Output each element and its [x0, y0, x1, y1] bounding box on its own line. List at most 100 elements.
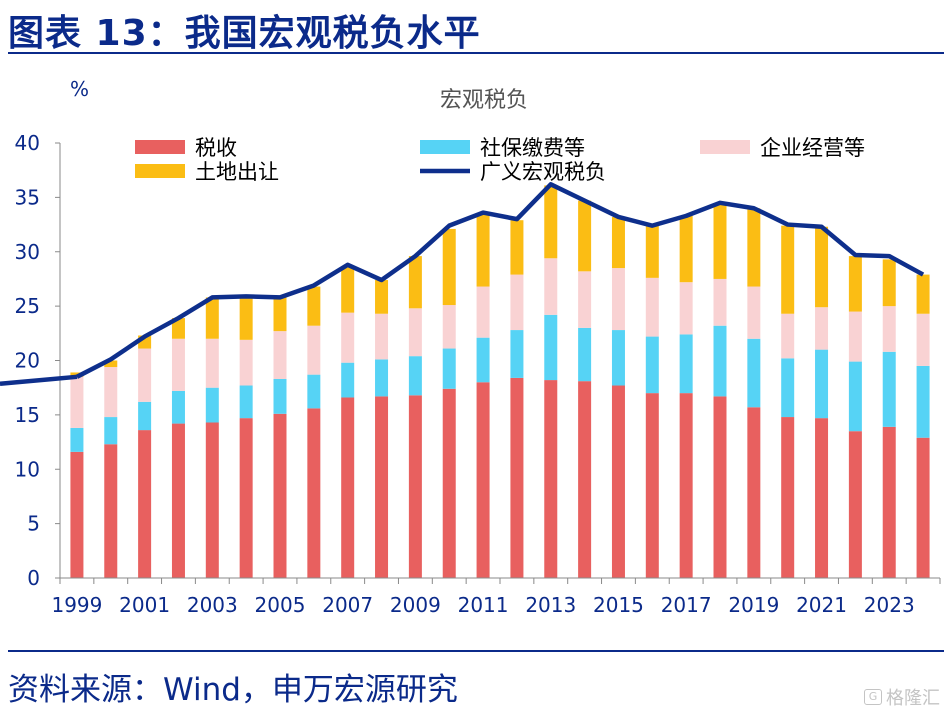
legend-label: 社保缴费等 [480, 136, 585, 160]
bar-tax-2008 [375, 396, 389, 578]
y-tick-label: 35 [15, 185, 40, 209]
bar-tax-2016 [645, 393, 659, 578]
bar-social-2016 [645, 336, 659, 394]
x-tick-label: 1999 [51, 593, 102, 617]
bar-enterprise-2024 [916, 313, 930, 366]
x-tick-label: 2013 [525, 593, 576, 617]
bar-enterprise-2020 [781, 313, 795, 359]
bar-tax-2015 [611, 385, 625, 578]
bar-social-2002 [171, 390, 185, 424]
x-tick-label: 2001 [119, 593, 170, 617]
bar-enterprise-2000 [104, 367, 118, 418]
bar-land-2024 [916, 274, 930, 314]
y-tick-label: 0 [27, 566, 40, 590]
bar-tax-2004 [239, 418, 253, 578]
bar-land-2008 [375, 280, 389, 314]
bar-tax-2017 [679, 393, 693, 578]
bar-enterprise-2006 [307, 325, 321, 375]
bar-enterprise-2012 [510, 274, 524, 331]
header-divider [8, 52, 944, 54]
legend-label: 企业经营等 [760, 136, 865, 160]
bar-social-1999 [70, 427, 84, 452]
watermark-text: 格隆汇 [886, 688, 940, 709]
bar-social-2017 [679, 334, 693, 394]
bar-social-2005 [273, 378, 287, 414]
bar-tax-2009 [408, 395, 422, 578]
bar-land-2011 [476, 214, 490, 287]
line-broad-tax-burden [75, 182, 925, 379]
bar-land-2002 [171, 318, 185, 339]
bar-enterprise-2022 [848, 311, 862, 362]
y-tick-label: 25 [15, 294, 40, 318]
bar-social-2023 [882, 351, 896, 427]
x-tick-label: 2009 [390, 593, 441, 617]
x-tick-label: 2017 [661, 593, 712, 617]
bar-land-2005 [273, 297, 287, 332]
bar-land-2014 [578, 200, 592, 272]
bar-land-2022 [848, 256, 862, 312]
bar-social-2009 [408, 356, 422, 396]
bar-social-2015 [611, 330, 625, 386]
watermark: G 格隆汇 [864, 684, 940, 710]
chart-title: 宏观税负 [440, 88, 528, 113]
source-note: 资料来源：Wind，申万宏源研究 [8, 672, 458, 708]
x-tick-label: 2019 [728, 593, 779, 617]
x-tick-label: 2005 [255, 593, 306, 617]
bar-land-2021 [815, 226, 829, 308]
bar-social-2021 [815, 349, 829, 419]
legend-label: 广义宏观税负 [480, 160, 606, 184]
bar-tax-2024 [916, 437, 930, 578]
bar-land-2003 [205, 297, 219, 339]
x-tick-label: 2007 [322, 593, 373, 617]
bar-tax-2014 [578, 381, 592, 578]
bar-tax-2011 [476, 382, 490, 578]
bar-land-2006 [307, 286, 321, 326]
legend-label: 税收 [195, 136, 237, 160]
bar-social-2010 [442, 348, 456, 389]
bar-tax-2023 [882, 426, 896, 578]
y-tick-label: 20 [15, 349, 40, 373]
bar-enterprise-2010 [442, 305, 456, 349]
bar-social-2012 [510, 330, 524, 378]
bar-tax-2020 [781, 417, 795, 578]
bar-enterprise-2013 [544, 258, 558, 315]
bar-social-2022 [848, 361, 862, 432]
bar-enterprise-2015 [611, 268, 625, 331]
bar-tax-2002 [171, 423, 185, 578]
bar-enterprise-2004 [239, 339, 253, 386]
y-tick-label: 30 [15, 240, 40, 264]
bar-enterprise-2008 [375, 313, 389, 360]
x-tick-label: 2015 [593, 593, 644, 617]
bar-tax-2010 [442, 388, 456, 578]
bar-enterprise-2021 [815, 307, 829, 350]
bar-enterprise-2017 [679, 282, 693, 335]
x-tick-label: 2021 [796, 593, 847, 617]
bar-tax-2022 [848, 431, 862, 578]
bar-tax-2006 [307, 408, 321, 578]
bar-enterprise-2019 [747, 286, 761, 339]
bar-social-2024 [916, 365, 930, 438]
bar-social-2014 [578, 327, 592, 382]
bar-land-2017 [679, 215, 693, 283]
bar-tax-2018 [713, 396, 727, 578]
bar-land-2000 [104, 360, 118, 368]
bar-land-2012 [510, 220, 524, 275]
page-title: 图表 13：我国宏观税负水平 [8, 13, 481, 54]
bar-social-2013 [544, 314, 558, 381]
bar-social-2004 [239, 385, 253, 419]
watermark-logo-icon: G [864, 689, 882, 705]
bar-land-2010 [442, 228, 456, 306]
bar-enterprise-2016 [645, 277, 659, 337]
bar-enterprise-2014 [578, 271, 592, 328]
legend-swatch-enterprise [700, 140, 750, 154]
bar-social-2007 [341, 362, 355, 398]
bar-tax-2021 [815, 418, 829, 578]
legend-swatch-social [420, 140, 470, 154]
bar-social-2020 [781, 358, 795, 418]
bar-enterprise-2002 [171, 338, 185, 391]
bar-enterprise-2001 [138, 348, 152, 402]
y-tick-label: 40 [15, 131, 40, 155]
y-axis-label: % [70, 77, 89, 101]
x-tick-label: 2003 [187, 593, 238, 617]
x-tick-label: 2011 [458, 593, 509, 617]
